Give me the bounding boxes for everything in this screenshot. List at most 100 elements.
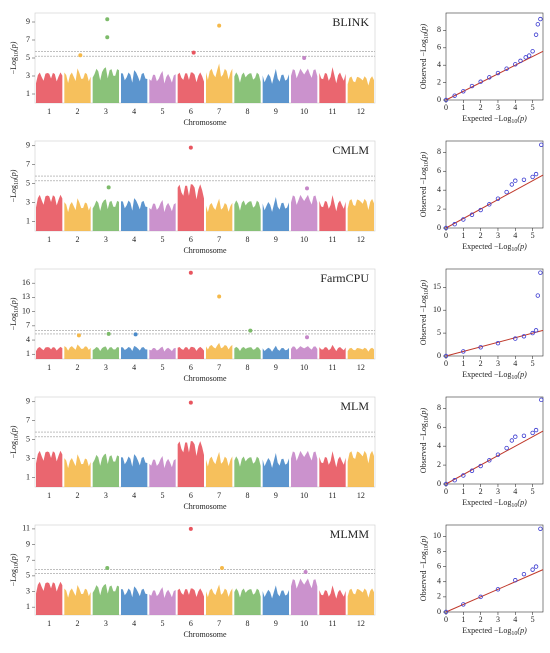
reference-line: [445, 174, 544, 229]
label-part: Observed −Log: [419, 39, 428, 89]
snp-cloud: [319, 585, 346, 615]
x-tick-label: 5: [161, 363, 165, 372]
x-tick-label: 7: [217, 107, 221, 116]
x-tick-label: 8: [246, 107, 250, 116]
x-axis-label: Chromosome: [183, 630, 227, 639]
x-tick-label: 5: [531, 615, 535, 624]
qq-point: [461, 217, 466, 222]
x-tick-label: 3: [104, 619, 108, 628]
snp-cloud: [149, 455, 176, 487]
x-tick-label: 0: [444, 231, 448, 240]
x-tick-label: 0: [444, 359, 448, 368]
snp-hit: [188, 526, 193, 531]
y-tick-label: 9: [26, 17, 30, 26]
x-axis-label: Expected −Log10(p): [462, 498, 527, 510]
label-part: −Log: [9, 185, 18, 202]
label-sub: 10: [424, 417, 430, 423]
label-part: Expected −Log: [462, 370, 511, 379]
x-axis-label: Expected −Log10(p): [462, 626, 527, 638]
label-sub: 10: [511, 375, 517, 381]
snp-cloud: [36, 72, 63, 103]
snp-cloud: [177, 184, 204, 231]
snp-cloud: [291, 450, 318, 487]
x-tick-label: 2: [479, 359, 483, 368]
snp-hit: [105, 17, 110, 22]
snp-cloud: [206, 584, 233, 615]
label-sub: 10: [424, 161, 430, 167]
x-tick-label: 10: [300, 619, 308, 628]
qq-point: [495, 340, 501, 346]
x-tick-label: 12: [357, 491, 365, 500]
x-tick-label: 4: [132, 619, 136, 628]
snp-cloud: [121, 198, 148, 231]
y-tick-label: 5: [26, 434, 30, 443]
y-axis-label: −Log10(p): [9, 425, 21, 458]
x-tick-label: 1: [47, 619, 51, 628]
x-tick-label: 9: [274, 491, 278, 500]
snp-cloud: [149, 587, 176, 615]
qq-point: [533, 32, 539, 37]
label-sub: 10: [14, 179, 20, 185]
qq-point: [538, 16, 543, 22]
snp-cloud: [262, 345, 289, 359]
label-sub: 10: [511, 631, 517, 637]
x-axis-label: Expected −Log10(p): [462, 242, 527, 254]
snp-cloud: [177, 440, 204, 487]
label-part: (p): [517, 370, 527, 379]
snp-cloud: [291, 194, 318, 231]
label-part: Observed −Log: [419, 167, 428, 217]
y-tick-label: 4: [26, 335, 30, 344]
label-part: −Log: [9, 441, 18, 458]
x-tick-label: 3: [104, 235, 108, 244]
snp-cloud: [206, 451, 233, 487]
x-tick-label: 5: [161, 491, 165, 500]
y-tick-label: 7: [26, 555, 30, 564]
reference-line: [445, 329, 544, 357]
y-tick-label: 6: [437, 43, 441, 52]
x-tick-label: 3: [496, 231, 500, 240]
label-part: (p): [517, 114, 527, 123]
label-part: (p): [419, 151, 428, 161]
label-part: Observed −Log: [419, 295, 428, 345]
plot-frame: [34, 396, 376, 488]
y-tick-label: 10: [22, 306, 30, 315]
qq-point: [461, 602, 466, 607]
y-tick-label: 2: [437, 460, 441, 469]
snp-cloud: [206, 342, 233, 359]
y-tick-label: 4: [437, 60, 441, 69]
x-tick-label: 5: [531, 103, 535, 112]
qq-point: [530, 174, 535, 180]
snp-cloud: [64, 68, 91, 103]
y-tick-label: 4: [437, 441, 441, 450]
x-tick-label: 5: [531, 359, 535, 368]
y-tick-label: 10: [433, 305, 441, 314]
snp-cloud: [319, 344, 346, 359]
label-part: −Log: [9, 569, 18, 586]
qq-point: [509, 182, 515, 187]
snp-cloud: [177, 346, 204, 359]
reference-line: [445, 50, 544, 101]
chart-title: BLINK: [332, 15, 369, 29]
snp-cloud: [347, 588, 374, 615]
x-tick-label: 4: [132, 491, 136, 500]
qq-point: [478, 207, 483, 213]
x-tick-label: 5: [161, 235, 165, 244]
snp-cloud: [291, 578, 318, 615]
x-tick-label: 1: [461, 615, 465, 624]
y-tick-label: 0: [437, 607, 441, 616]
qq-point: [533, 564, 539, 569]
snp-hit: [133, 332, 138, 337]
label-part: (p): [9, 41, 18, 51]
snp-cloud: [92, 583, 119, 615]
y-tick-label: 7: [26, 321, 30, 330]
x-tick-label: 9: [274, 107, 278, 116]
qq-point: [535, 293, 541, 298]
chart-title: CMLM: [332, 143, 369, 157]
snp-cloud: [319, 67, 346, 103]
qq-point: [504, 445, 509, 451]
label-part: Expected −Log: [462, 626, 511, 635]
y-tick-label: 8: [437, 546, 441, 555]
snp-cloud: [64, 584, 91, 615]
y-tick-label: 13: [22, 292, 30, 301]
y-axis-label: Observed −Log10(p): [419, 151, 431, 217]
